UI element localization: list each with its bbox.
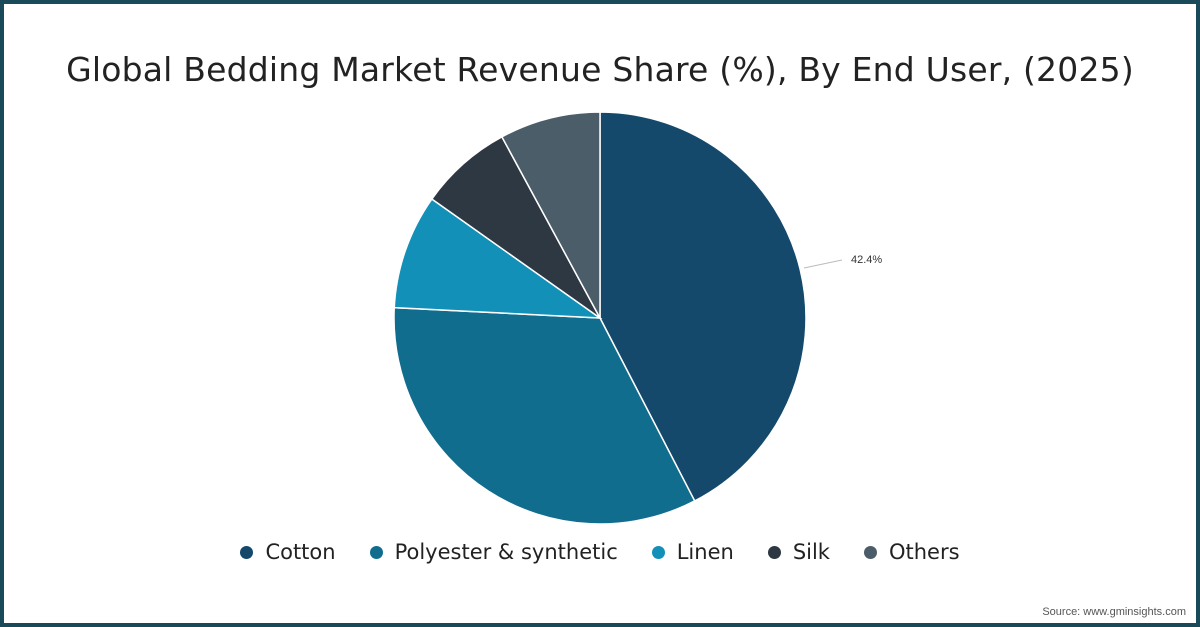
pie-slice-cotton[interactable] [599,111,807,502]
legend-label: Polyester & synthetic [394,540,618,564]
legend-item-cotton[interactable]: Cotton [240,540,336,564]
legend-item-linen[interactable]: Linen [651,540,734,564]
legend-item-polyester[interactable]: Polyester & synthetic [369,540,618,564]
pie-slice-linen[interactable] [393,197,603,319]
label-leader-line [803,259,843,269]
pie-slice-polyester-synthetic[interactable] [393,306,696,525]
legend-label: Linen [676,540,734,564]
chart-title: Global Bedding Market Revenue Share (%),… [66,50,1134,89]
legend-dot-icon [863,545,877,559]
pie-slice-others[interactable] [500,111,601,319]
legend-dot-icon [651,545,665,559]
legend: Cotton Polyester & synthetic Linen Silk … [0,540,1200,564]
legend-dot-icon [240,545,254,559]
legend-item-others[interactable]: Others [863,540,960,564]
legend-item-silk[interactable]: Silk [767,540,830,564]
data-label-cotton: 42.4% [851,254,883,266]
source-credit: Source: www.gminsights.com [1042,606,1186,618]
legend-label: Others [888,540,960,564]
legend-dot-icon [369,545,383,559]
legend-label: Silk [792,540,830,564]
legend-dot-icon [767,545,781,559]
legend-label: Cotton [265,540,336,564]
